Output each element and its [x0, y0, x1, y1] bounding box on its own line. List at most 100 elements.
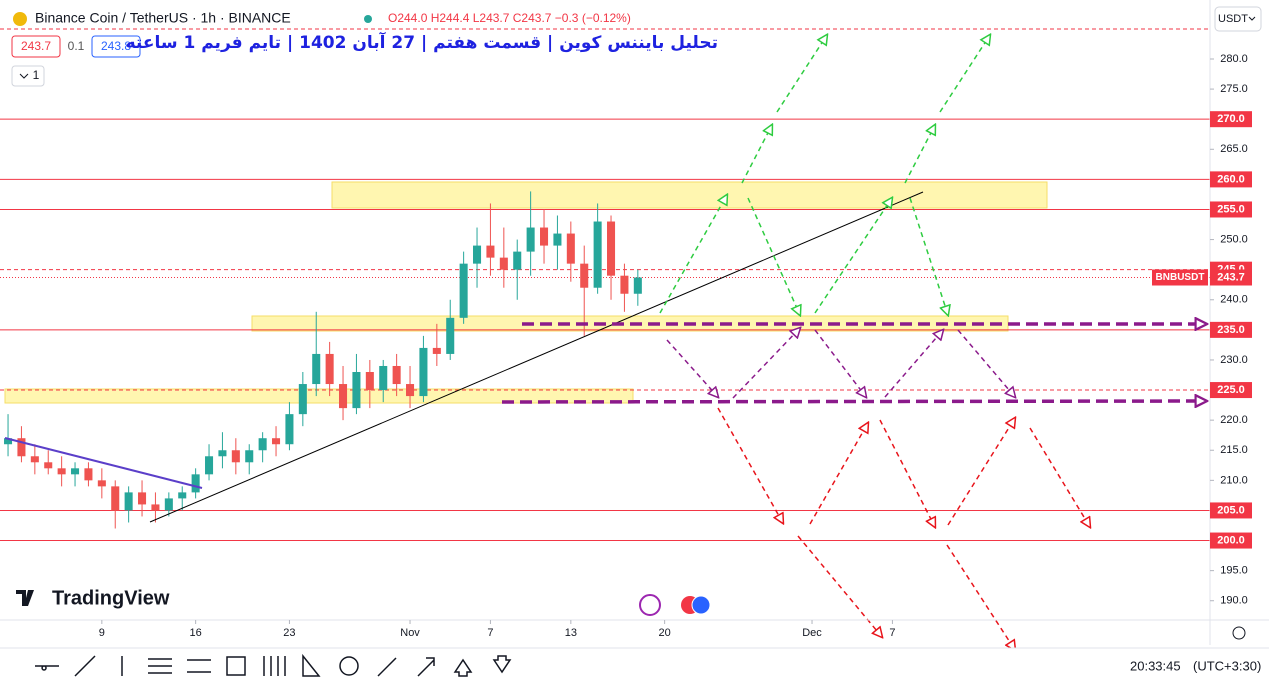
y-tick-label: 240.0	[1220, 294, 1248, 306]
symbol-badge	[1152, 269, 1208, 286]
level-label: 270.0	[1217, 113, 1245, 125]
tool[interactable]	[187, 659, 211, 673]
candle-body	[459, 263, 468, 318]
settings-icon[interactable]	[1232, 626, 1246, 640]
arrow	[659, 195, 727, 314]
candle-body	[57, 468, 66, 475]
candle-body	[593, 221, 602, 288]
tool[interactable]	[492, 655, 512, 674]
y-tick-label: 280.0	[1220, 53, 1248, 65]
candle-body	[191, 474, 200, 493]
last-price-label: 243.7	[1217, 271, 1245, 283]
event-icon[interactable]	[691, 595, 711, 615]
ask: 243.8	[101, 39, 131, 53]
candle-body	[298, 384, 307, 415]
candle-body	[258, 438, 267, 451]
candle-body	[97, 480, 106, 487]
ohlc: O244.0 H244.4 L243.7 C243.7 −0.3 (−0.12%…	[388, 11, 631, 25]
candle-body	[486, 245, 495, 258]
arrow	[814, 198, 892, 314]
x-tick-label: 7	[889, 627, 895, 639]
spread: 0.1	[68, 39, 85, 53]
tool[interactable]	[263, 656, 286, 676]
candle-body	[580, 263, 589, 288]
arrow	[717, 407, 783, 523]
candle-body	[633, 277, 642, 294]
arrow	[884, 330, 943, 398]
tool[interactable]	[339, 656, 359, 676]
clock: 20:33:45	[1130, 658, 1181, 673]
zone	[331, 181, 1048, 209]
timezone: (UTC+3:30)	[1193, 658, 1261, 673]
symbol-icon	[13, 12, 27, 26]
x-tick-label: Dec	[802, 627, 822, 639]
trend-line	[149, 191, 924, 523]
candle-body	[285, 414, 294, 445]
candle-body	[218, 450, 227, 457]
level-label: 255.0	[1217, 203, 1245, 215]
tool[interactable]	[226, 656, 246, 676]
y-tick-label: 195.0	[1220, 565, 1248, 577]
candle-body	[526, 227, 535, 252]
indicator-toggle[interactable]	[11, 65, 45, 87]
candle-body	[111, 486, 120, 511]
arrow	[741, 125, 772, 184]
y-tick-label: 275.0	[1220, 83, 1248, 95]
bid-box[interactable]	[11, 35, 61, 58]
candle-body	[138, 492, 147, 505]
x-tick-label: 20	[659, 627, 671, 639]
candle-body	[352, 372, 361, 409]
candle-body	[312, 353, 321, 385]
x-tick-label: 23	[283, 627, 295, 639]
level-badge	[1210, 532, 1252, 549]
trend-line	[4, 437, 203, 489]
candle-body	[44, 462, 53, 469]
arrow	[909, 197, 948, 315]
candle-body	[379, 365, 388, 391]
arrow	[1029, 427, 1090, 527]
x-tick-label: 7	[487, 627, 493, 639]
candle-body	[432, 347, 441, 354]
tool[interactable]	[148, 658, 172, 674]
arrow	[776, 35, 827, 113]
candle-body	[607, 221, 616, 276]
toolbar-icons	[35, 653, 512, 677]
y-tick-label: 190.0	[1220, 595, 1248, 607]
tool[interactable]	[377, 657, 397, 677]
candle-body	[164, 498, 173, 511]
symbol-label: BNBUSDT	[1156, 272, 1205, 283]
y-tick-label: 230.0	[1220, 354, 1248, 366]
candle-body	[419, 347, 428, 397]
event-icon[interactable]	[639, 594, 661, 616]
drawings	[4, 35, 1206, 650]
candle-body	[339, 384, 348, 409]
ask-box[interactable]	[91, 35, 141, 58]
tool[interactable]	[35, 665, 59, 671]
level-badge	[1210, 111, 1252, 128]
arrow	[947, 418, 1015, 526]
y-tick-label: 210.0	[1220, 474, 1248, 486]
level-label: 235.0	[1217, 324, 1245, 336]
y-tick-label: 265.0	[1220, 143, 1248, 155]
level-label: 200.0	[1217, 534, 1245, 546]
candle-body	[392, 365, 401, 385]
tool[interactable]	[74, 655, 96, 677]
x-tick-label: 9	[99, 627, 105, 639]
level-label: 260.0	[1217, 173, 1245, 185]
candle-body	[499, 257, 508, 270]
candle-body	[540, 227, 549, 246]
arrow	[747, 197, 800, 315]
candle-body	[620, 275, 629, 294]
candle-body	[17, 438, 26, 457]
arrow	[814, 329, 866, 397]
tool[interactable]	[453, 658, 473, 677]
tool[interactable]	[302, 653, 321, 677]
tool[interactable]	[417, 657, 435, 677]
currency-button[interactable]	[1214, 6, 1262, 32]
arrow	[797, 535, 882, 637]
candle-body	[4, 438, 13, 445]
indicator-count: 1	[33, 68, 40, 82]
y-tick-label: 250.0	[1220, 233, 1248, 245]
level-badge	[1210, 171, 1252, 188]
